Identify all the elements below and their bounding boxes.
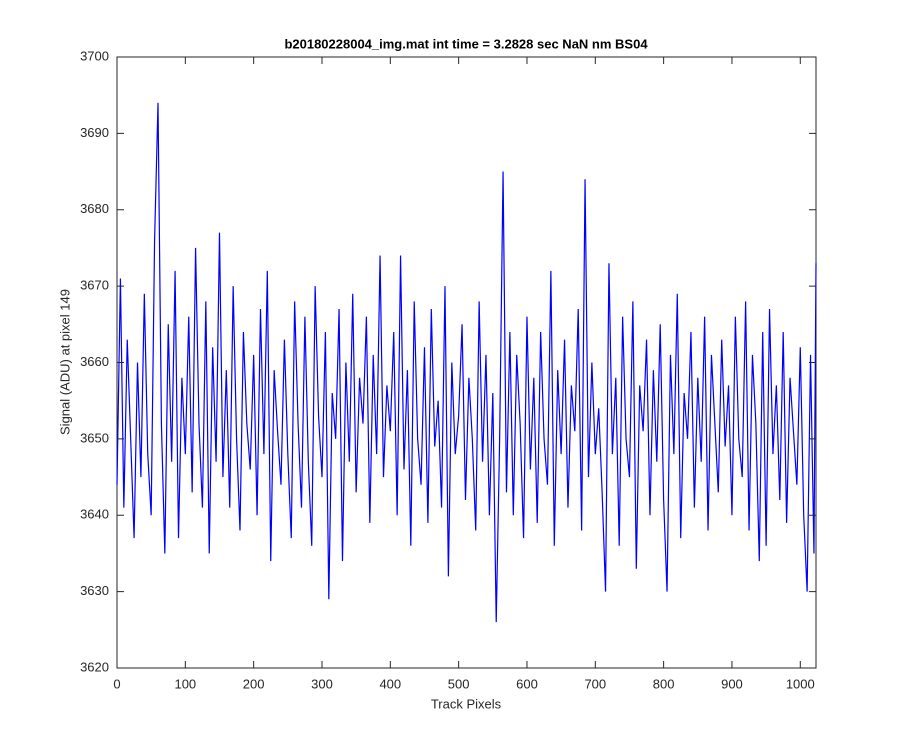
- x-axis-label: Track Pixels: [431, 696, 502, 711]
- data-line: [116, 102, 817, 623]
- y-tick-label: 3660: [80, 354, 109, 369]
- x-tick-label: 100: [174, 676, 196, 691]
- y-tick-label: 3650: [80, 430, 109, 445]
- y-tick-label: 3620: [80, 659, 109, 674]
- x-tick-label: 600: [516, 676, 538, 691]
- x-tick-label: 400: [379, 676, 401, 691]
- x-tick-label: 0: [113, 676, 120, 691]
- x-tick-label: 200: [243, 676, 265, 691]
- x-tick-label: 800: [653, 676, 675, 691]
- y-tick-label: 3690: [80, 125, 109, 140]
- y-tick-label: 3700: [80, 48, 109, 63]
- x-tick-label: 1000: [786, 676, 815, 691]
- y-axis-label: Signal (ADU) at pixel 149: [57, 289, 72, 435]
- plot-area: [116, 56, 817, 669]
- x-tick-label: 900: [721, 676, 743, 691]
- y-tick-label: 3670: [80, 278, 109, 293]
- y-tick-label: 3630: [80, 583, 109, 598]
- x-tick-label: 700: [584, 676, 606, 691]
- y-tick-label: 3640: [80, 507, 109, 522]
- chart-title: b20180228004_img.mat int time = 3.2828 s…: [284, 36, 648, 51]
- y-tick-label: 3680: [80, 201, 109, 216]
- x-tick-label: 500: [448, 676, 470, 691]
- x-tick-label: 300: [311, 676, 333, 691]
